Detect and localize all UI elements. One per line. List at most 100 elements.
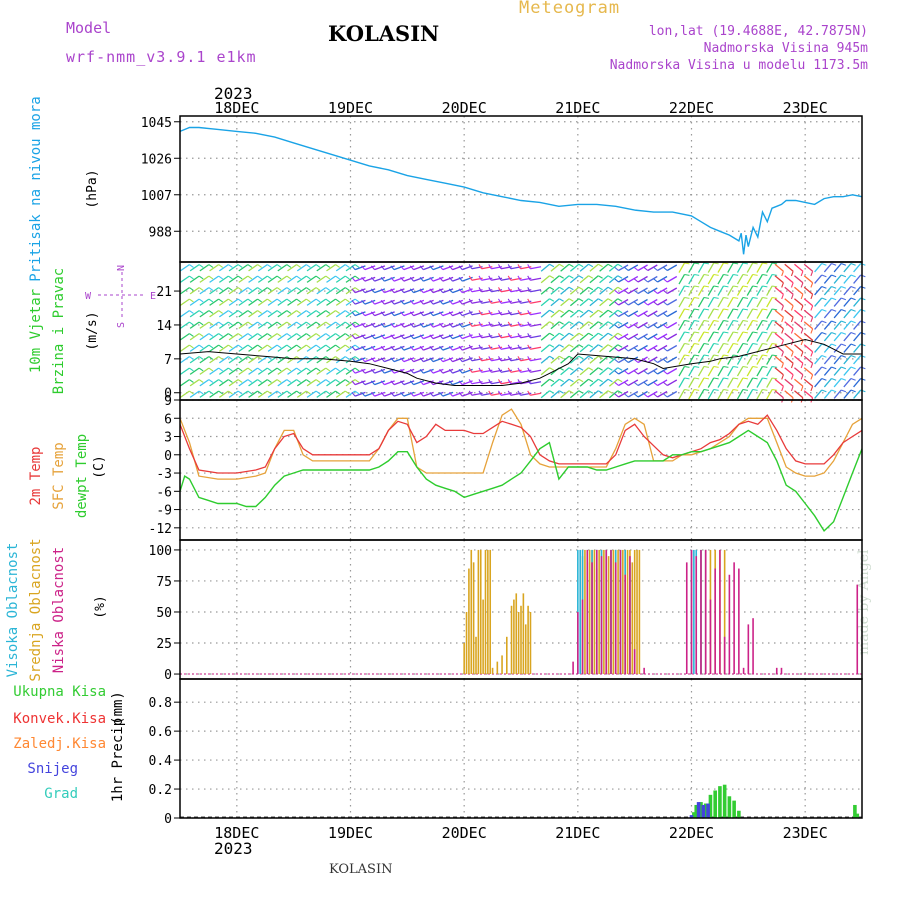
- wind-barb: [814, 274, 823, 284]
- wind-barb-flag: [517, 310, 521, 315]
- wind-barb-flag: [633, 358, 639, 363]
- wind-barb-flag: [497, 298, 502, 304]
- wind-unit: (m/s): [85, 311, 100, 350]
- wind-barb: [784, 298, 794, 307]
- wind-barb: [413, 380, 425, 386]
- wind-barb-flag: [380, 299, 385, 305]
- wind-barb-flag: [549, 286, 555, 291]
- wind-barb-flag: [733, 308, 739, 311]
- wind-barb-flag: [325, 344, 331, 349]
- wind-barb: [823, 355, 832, 365]
- wind-barb: [688, 297, 695, 308]
- wind-barb-flag: [468, 333, 473, 338]
- wind-barb: [717, 297, 725, 308]
- wind-barb-flag: [488, 390, 492, 396]
- wind-barb: [627, 310, 639, 318]
- wind-barb-flag: [588, 263, 594, 268]
- wind-barb-flag: [831, 389, 837, 393]
- wind-barb-flag: [305, 379, 311, 383]
- precip-legend-item: Konvek.Kisa: [13, 711, 106, 727]
- wind-barb-flag: [351, 368, 356, 374]
- y-tick-label: 6: [164, 412, 172, 427]
- wind-barb-flag: [643, 381, 649, 386]
- y-tick-label: 9: [164, 394, 172, 409]
- product-title: Meteogram: [519, 0, 621, 18]
- wind-barb: [550, 286, 560, 295]
- wind-barb: [238, 390, 249, 398]
- wind-barb: [803, 286, 814, 295]
- wind-barb-flag: [208, 344, 214, 349]
- wind-barb: [697, 308, 705, 319]
- wind-barb-flag: [228, 275, 233, 280]
- wind-barb: [843, 286, 852, 296]
- wind-barb-flag: [198, 390, 204, 395]
- wind-barb: [267, 390, 278, 398]
- wind-barb-flag: [305, 390, 311, 395]
- wind-barb-flag: [257, 379, 262, 383]
- wind-barb: [647, 333, 658, 341]
- wind-barb: [209, 310, 219, 318]
- wind-barb-flag: [448, 334, 453, 339]
- wind-barb-flag: [588, 390, 594, 394]
- y-tick-label: 1026: [141, 152, 172, 167]
- precip-bar: [853, 804, 857, 818]
- wind-barb-flag: [354, 356, 360, 360]
- wind-barb: [354, 299, 366, 305]
- wind-barb: [784, 390, 794, 399]
- wind-barb: [794, 275, 804, 284]
- wind-barb: [666, 379, 678, 387]
- wind-barb-flag: [694, 262, 700, 265]
- wind-barb: [179, 264, 190, 272]
- wind-barb: [257, 298, 268, 306]
- wind-barb: [657, 367, 668, 375]
- wind-barb: [248, 264, 258, 272]
- wind-barb: [766, 366, 773, 377]
- wind-barb-flag: [663, 335, 668, 340]
- wind-barb-flag: [276, 367, 282, 372]
- wind-barb-flag: [517, 367, 521, 373]
- wind-barb-flag: [237, 390, 243, 395]
- wind-barb-flag: [527, 344, 531, 350]
- wind-barb: [326, 310, 336, 318]
- wind-barb-flag: [831, 343, 837, 347]
- wind-barb: [287, 356, 297, 364]
- wind-barb: [599, 298, 609, 307]
- wind-barb: [413, 368, 425, 374]
- wind-barb-flag: [354, 379, 360, 383]
- wind-barb-flag: [390, 345, 395, 351]
- wind-barb: [627, 356, 639, 364]
- wind-barb-flag: [335, 356, 340, 360]
- wind-barb-flag: [237, 379, 243, 383]
- wind-barb: [853, 378, 862, 388]
- wind-barb: [589, 355, 599, 364]
- wind-barb-flag: [344, 310, 350, 314]
- wind-barb: [238, 356, 249, 364]
- wind-barb-flag: [247, 333, 253, 337]
- wind-barb: [228, 390, 239, 398]
- wind-barb-flag: [354, 344, 360, 349]
- wind-barb-flag: [344, 298, 350, 303]
- wind-barb-flag: [335, 344, 340, 349]
- wind-barb: [238, 344, 249, 352]
- wind-barb-flag: [458, 322, 463, 328]
- wind-barb: [756, 377, 764, 388]
- wind-barb: [784, 355, 794, 364]
- wind-barb-flag: [286, 333, 292, 337]
- wind-barb: [657, 333, 668, 341]
- wind-barb-flag: [653, 370, 658, 375]
- wind-barb-flag: [429, 311, 434, 316]
- wind-barb: [364, 288, 376, 294]
- wind-barb: [560, 286, 570, 295]
- wind-barb-flag: [488, 275, 492, 281]
- wind-barb: [579, 263, 589, 272]
- wind-barb-flag: [351, 334, 356, 339]
- wind-barb-flag: [684, 262, 690, 265]
- wind-barb-flag: [237, 264, 243, 268]
- wind-barb: [530, 323, 542, 327]
- wind-barb: [569, 321, 580, 330]
- wind-barb-flag: [703, 319, 710, 322]
- wind-barb: [257, 310, 268, 318]
- wind-barb: [589, 298, 599, 307]
- wind-barb: [296, 367, 307, 375]
- wind-barb-flag: [419, 299, 424, 305]
